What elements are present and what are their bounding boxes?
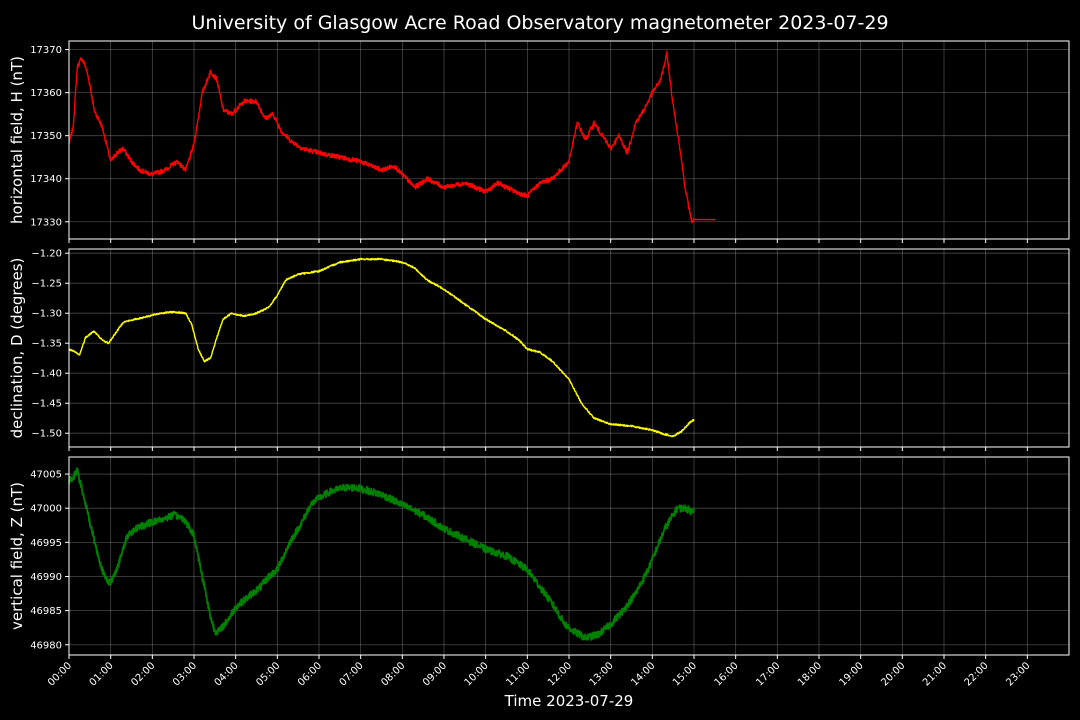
x-tick-label: 15:00	[671, 660, 699, 688]
x-tick-label: 22:00	[963, 660, 991, 688]
vertical-field-y-tick-label: 46995	[30, 538, 62, 549]
vertical-field-y-tick-label: 46980	[30, 640, 62, 651]
horizontal-field-axes-frame	[68, 40, 1070, 240]
horizontal-field-series-line	[68, 50, 716, 224]
x-tick-label: 01:00	[88, 660, 116, 688]
x-tick-label: 00:00	[46, 660, 74, 688]
x-tick-label: 08:00	[379, 660, 407, 688]
x-tick-label: 04:00	[213, 660, 241, 688]
declination-y-tick-label: −1.35	[31, 339, 62, 350]
x-tick-label: 10:00	[463, 660, 491, 688]
declination-axes-frame	[68, 248, 1070, 448]
declination-plot-area	[69, 249, 1069, 447]
horizontal-field-y-tick-label: 17350	[30, 131, 62, 142]
x-tick-label: 12:00	[546, 660, 574, 688]
x-tick-label: 06:00	[296, 660, 324, 688]
declination-series-line	[68, 257, 695, 438]
declination-y-tick-label: −1.25	[31, 279, 62, 290]
vertical-field-y-axis-label: vertical field, Z (nT)	[8, 482, 26, 630]
vertical-field-axes-frame	[68, 456, 1070, 656]
x-tick-label: 09:00	[421, 660, 449, 688]
x-axis-label: Time 2023-07-29	[504, 692, 634, 710]
vertical-field-y-tick-label: 47005	[30, 470, 62, 481]
x-tick-label: 05:00	[254, 660, 282, 688]
horizontal-field-y-tick-label: 17370	[30, 45, 62, 56]
horizontal-field-y-tick-label: 17340	[30, 174, 62, 185]
x-tick-label: 14:00	[629, 660, 657, 688]
declination-y-tick-label: −1.50	[31, 429, 62, 440]
declination-y-tick-label: −1.40	[31, 369, 62, 380]
x-tick-label: 23:00	[1004, 660, 1032, 688]
vertical-field-y-tick-label: 47000	[30, 504, 62, 515]
vertical-field-y-tick-label: 46985	[30, 606, 62, 617]
horizontal-field-plot-area	[69, 41, 1069, 239]
horizontal-field-y-tick-label: 17360	[30, 88, 62, 99]
x-tick-label: 20:00	[879, 660, 907, 688]
x-tick-label: 19:00	[838, 660, 866, 688]
chart-title: University of Glasgow Acre Road Observat…	[191, 12, 888, 34]
vertical-field-plot-area	[69, 457, 1069, 655]
x-tick-label: 16:00	[713, 660, 741, 688]
x-tick-label: 07:00	[338, 660, 366, 688]
x-tick-label: 13:00	[588, 660, 616, 688]
declination-y-tick-label: −1.20	[31, 249, 62, 260]
declination-y-axis-label: declination, D (degrees)	[8, 258, 26, 439]
x-tick-label: 02:00	[129, 660, 157, 688]
declination-y-tick-label: −1.45	[31, 399, 62, 410]
x-tick-label: 03:00	[171, 660, 199, 688]
horizontal-field-y-tick-label: 17330	[30, 217, 62, 228]
horizontal-field-y-axis-label: horizontal field, H (nT)	[8, 56, 26, 224]
vertical-field-series-line	[68, 467, 695, 641]
x-tick-label: 21:00	[921, 660, 949, 688]
x-tick-label: 17:00	[754, 660, 782, 688]
x-tick-label: 18:00	[796, 660, 824, 688]
vertical-field-y-tick-label: 46990	[30, 572, 62, 583]
x-tick-label: 11:00	[504, 660, 532, 688]
declination-y-tick-label: −1.30	[31, 309, 62, 320]
